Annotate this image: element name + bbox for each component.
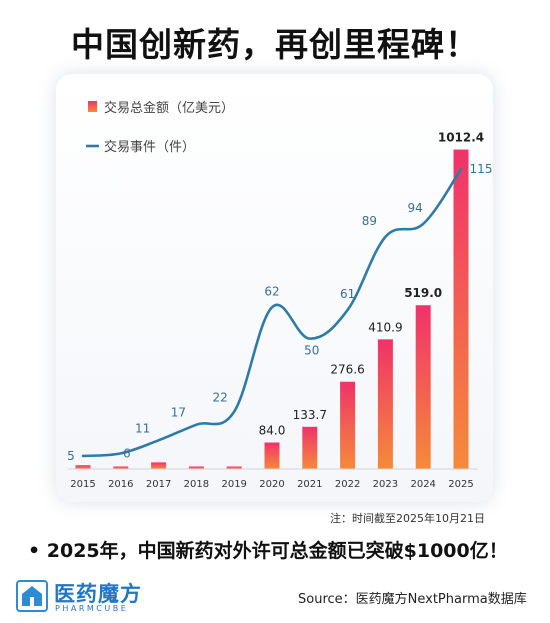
x-tick-2024: 2024 — [410, 479, 435, 490]
source-note: Source：医药魔方NextPharma数据库 — [298, 592, 527, 607]
bar-2025 — [453, 149, 469, 469]
x-tick-2017: 2017 — [146, 479, 171, 490]
bar-2020 — [264, 442, 280, 469]
highlight-bullet: • 2025年，中国新药对外许可总金额已突破$1000亿！ — [28, 540, 508, 562]
legend-bar-swatch — [88, 101, 97, 112]
bar-label-2020: 84.0 — [259, 423, 286, 437]
x-tick-2022: 2022 — [335, 479, 360, 490]
page-title: 中国创新药，再创里程碑！ — [71, 25, 479, 64]
bar-2016 — [113, 466, 129, 469]
bar-2021 — [302, 426, 318, 469]
x-tick-2021: 2021 — [297, 479, 322, 490]
legend-line-label: 交易事件（件） — [104, 139, 195, 155]
bar-2022 — [340, 381, 356, 469]
line-label-2015: 5 — [67, 449, 75, 463]
bar-label-2024: 519.0 — [404, 286, 442, 300]
line-label-2018: 17 — [171, 406, 186, 420]
x-tick-2023: 2023 — [373, 479, 398, 490]
bar-label-2021: 133.7 — [293, 408, 327, 422]
date-note: 注：时间截至2025年10月21日 — [330, 512, 485, 525]
legend-bar-label: 交易总金额（亿美元） — [104, 100, 234, 116]
x-tick-2016: 2016 — [108, 479, 133, 490]
logo-subtitle: PHARMCUBE — [55, 604, 129, 613]
bar-2018 — [188, 466, 204, 469]
bar-2015 — [75, 465, 91, 469]
company-logo: 医药魔方 PHARMCUBE — [16, 578, 166, 618]
x-tick-2015: 2015 — [70, 479, 95, 490]
x-tick-2025: 2025 — [448, 479, 473, 490]
bar-2019 — [226, 466, 242, 469]
logo-name: 医药魔方 — [54, 582, 142, 606]
line-label-2021: 50 — [304, 344, 319, 358]
line-label-2024: 94 — [408, 201, 423, 215]
bar-label-2022: 276.6 — [330, 363, 364, 377]
line-label-2020: 62 — [264, 284, 279, 298]
line-label-2017: 11 — [135, 421, 150, 435]
pharmcube-logo-icon — [16, 580, 48, 612]
x-tick-2019: 2019 — [221, 479, 246, 490]
bar-2017 — [151, 462, 167, 469]
x-tick-2020: 2020 — [259, 479, 284, 490]
line-label-2022: 61 — [340, 287, 355, 301]
bar-label-2023: 410.9 — [368, 320, 402, 334]
x-tick-2018: 2018 — [184, 479, 209, 490]
series-line-events — [81, 167, 463, 458]
bar-label-2025: 1012.4 — [438, 131, 484, 145]
bar-2023 — [377, 339, 393, 469]
line-label-2025: 115 — [470, 162, 493, 176]
line-label-2019: 22 — [213, 391, 228, 405]
line-label-2016: 6 — [123, 446, 131, 460]
bar-2024 — [415, 305, 431, 469]
line-label-2023: 89 — [362, 214, 377, 228]
